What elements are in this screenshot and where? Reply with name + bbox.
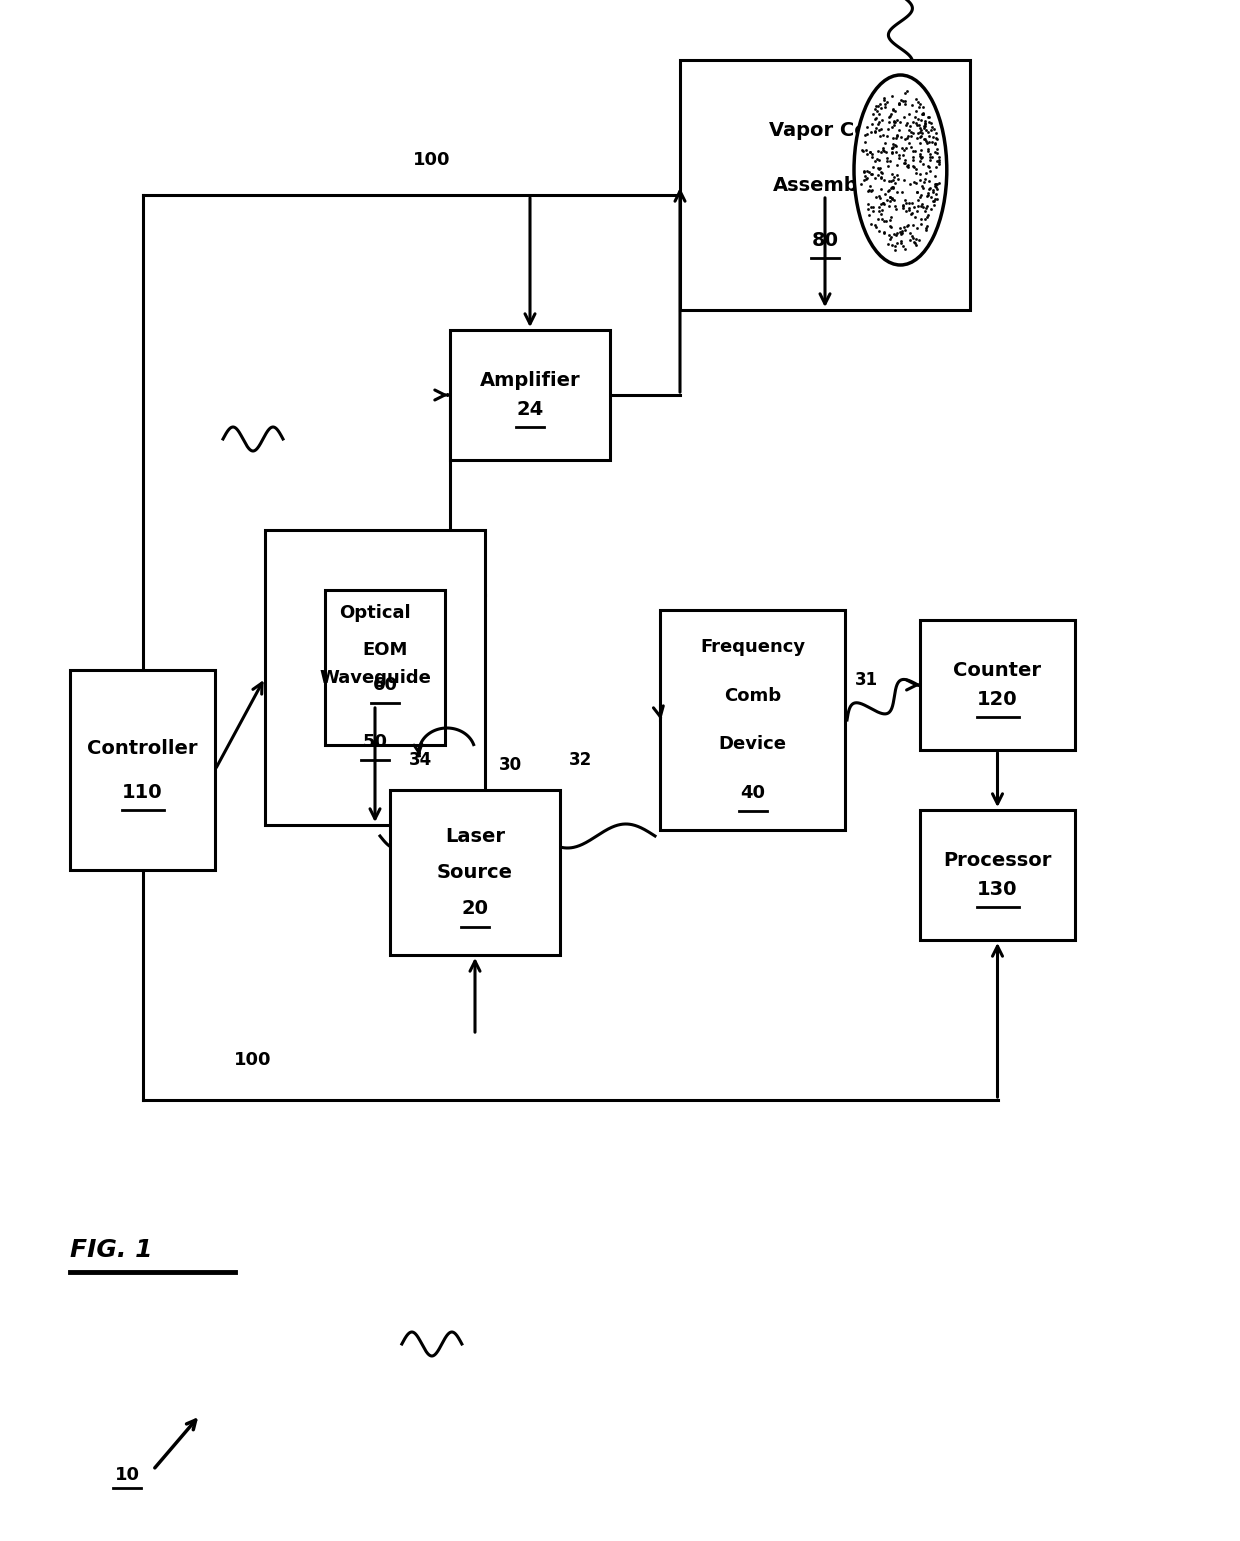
Text: 30: 30 — [498, 757, 522, 774]
FancyBboxPatch shape — [450, 330, 610, 461]
Text: 10: 10 — [114, 1465, 139, 1484]
Text: 50: 50 — [362, 734, 387, 752]
Text: FIG. 1: FIG. 1 — [69, 1237, 153, 1262]
Text: Processor: Processor — [944, 851, 1052, 871]
FancyBboxPatch shape — [69, 670, 215, 871]
Text: 60: 60 — [372, 675, 398, 693]
FancyBboxPatch shape — [920, 619, 1075, 750]
Text: 80: 80 — [811, 231, 838, 250]
FancyBboxPatch shape — [920, 811, 1075, 940]
Text: 120: 120 — [977, 690, 1018, 709]
FancyBboxPatch shape — [680, 60, 970, 310]
Text: Device: Device — [718, 735, 786, 754]
Text: EOM: EOM — [362, 641, 408, 660]
FancyBboxPatch shape — [325, 590, 445, 744]
FancyBboxPatch shape — [660, 610, 844, 831]
Ellipse shape — [854, 76, 947, 265]
Text: 40: 40 — [740, 784, 765, 801]
Text: Controller: Controller — [87, 738, 197, 758]
Text: 130: 130 — [977, 880, 1018, 898]
Text: 100: 100 — [413, 151, 450, 170]
Text: Assembly: Assembly — [773, 176, 878, 194]
Text: Source: Source — [436, 863, 513, 881]
Text: 31: 31 — [856, 670, 878, 689]
Text: 100: 100 — [234, 1051, 272, 1069]
Text: Amplifier: Amplifier — [480, 371, 580, 390]
Text: 110: 110 — [123, 783, 162, 801]
FancyBboxPatch shape — [265, 530, 485, 824]
Text: Vapor Cell: Vapor Cell — [769, 120, 880, 140]
Text: 32: 32 — [568, 750, 591, 769]
Text: Laser: Laser — [445, 826, 505, 846]
Text: Optical: Optical — [340, 604, 410, 621]
Text: 20: 20 — [461, 900, 489, 918]
Text: Waveguide: Waveguide — [319, 669, 432, 686]
Text: 34: 34 — [408, 750, 432, 769]
Text: Frequency: Frequency — [699, 638, 805, 656]
Text: Comb: Comb — [724, 687, 781, 704]
Text: 24: 24 — [516, 399, 543, 419]
Text: Counter: Counter — [954, 661, 1042, 680]
FancyBboxPatch shape — [391, 791, 560, 955]
